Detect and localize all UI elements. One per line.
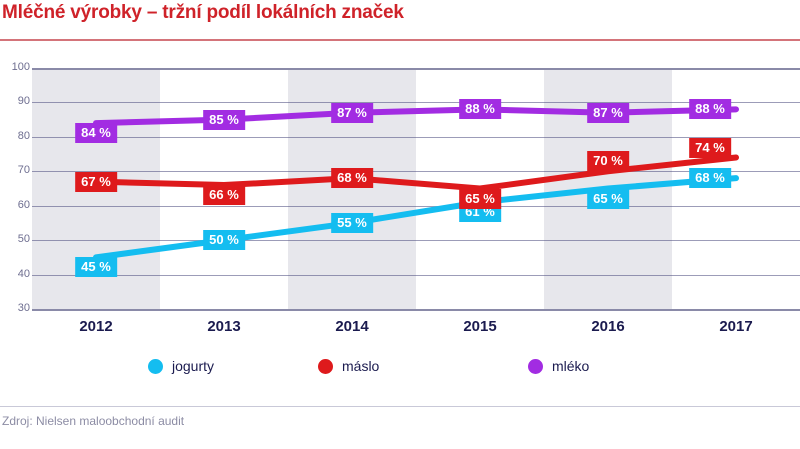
- data-label-mléko-2016: 87 %: [587, 102, 629, 123]
- data-label-jogurty-2012: 45 %: [75, 257, 117, 278]
- y-axis-tick-label: 70: [17, 164, 30, 177]
- legend-item-label: jogurty: [172, 358, 215, 374]
- legend-item-máslo[interactable]: máslo: [318, 358, 379, 374]
- data-label-jogurty-2013: 50 %: [203, 230, 245, 251]
- data-label-máslo-2017: 74 %: [689, 137, 731, 158]
- x-axis-tick-label: 2015: [463, 318, 497, 335]
- circle-dot-icon: [318, 358, 333, 374]
- gridline: [32, 309, 800, 311]
- gridline: [32, 171, 800, 173]
- x-axis-tick-label: 2017: [719, 318, 753, 335]
- y-axis-tick-label: 90: [17, 95, 30, 108]
- y-axis-tick-label: 40: [17, 267, 30, 280]
- data-label-mléko-2012: 84 %: [75, 123, 117, 144]
- source-note: Zdroj: Nielsen maloobchodní audit: [2, 414, 185, 428]
- x-axis-tick-label: 2016: [591, 318, 625, 335]
- y-axis-tick-label: 60: [17, 198, 30, 211]
- gridline: [32, 205, 800, 207]
- data-label-mléko-2014: 87 %: [331, 102, 373, 123]
- data-label-máslo-2013: 66 %: [203, 185, 245, 206]
- circle-dot-icon: [528, 358, 543, 374]
- y-axis-tick-label: 50: [17, 233, 30, 246]
- data-label-jogurty-2016: 65 %: [587, 188, 629, 209]
- x-axis-ticks: 2012 2013 2014 2015 2016 2017: [32, 318, 800, 342]
- legend-item-label: mléko: [552, 358, 590, 374]
- data-label-mléko-2015: 88 %: [459, 99, 501, 120]
- title-divider: [0, 39, 800, 41]
- gridline: [32, 68, 800, 70]
- gridline: [32, 136, 800, 138]
- x-axis-tick-label: 2014: [335, 318, 369, 335]
- x-axis-tick-label: 2013: [207, 318, 241, 335]
- gridline: [32, 274, 800, 276]
- footer-divider: [0, 406, 800, 407]
- data-label-máslo-2014: 68 %: [331, 168, 373, 189]
- data-label-jogurty-2014: 55 %: [331, 212, 373, 233]
- legend-item-mléko[interactable]: mléko: [528, 358, 589, 374]
- gridline: [32, 102, 800, 104]
- chart-legend: jogurty máslo mléko: [0, 358, 800, 388]
- page-title: Mléčné výrobky – tržní podíl lokálních z…: [2, 2, 404, 23]
- gridline: [32, 240, 800, 242]
- data-label-jogurty-2017: 68 %: [689, 168, 731, 189]
- x-axis-tick-label: 2012: [79, 318, 113, 335]
- y-axis-tick-label: 30: [17, 302, 30, 314]
- legend-item-label: máslo: [342, 358, 380, 374]
- chart-area: 30 40 50 60 70 80 90 100: [0, 60, 800, 314]
- legend-item-jogurty[interactable]: jogurty: [148, 358, 214, 374]
- data-label-mléko-2017: 88 %: [689, 99, 731, 120]
- plot-area: [32, 68, 800, 311]
- y-axis-tick-label: 80: [17, 129, 30, 142]
- data-label-máslo-2015: 65 %: [459, 188, 501, 209]
- circle-dot-icon: [148, 358, 163, 374]
- data-label-mléko-2013: 85 %: [203, 109, 245, 130]
- data-label-máslo-2012: 67 %: [75, 171, 117, 192]
- y-axis-tick-label: 100: [11, 61, 30, 73]
- data-label-máslo-2016: 70 %: [587, 151, 629, 172]
